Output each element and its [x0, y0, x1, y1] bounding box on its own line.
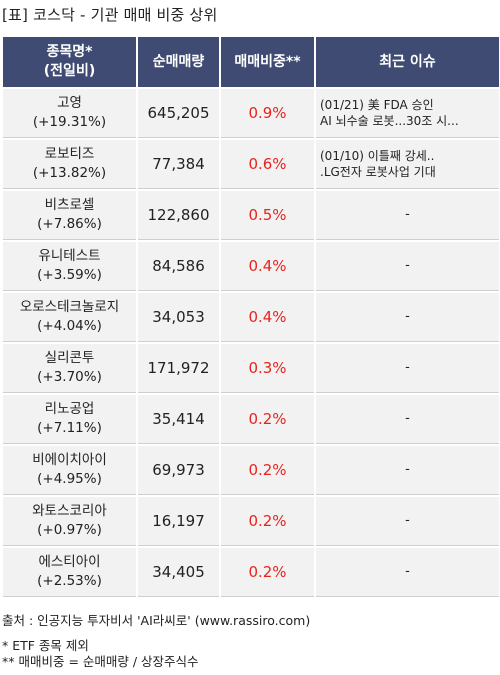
issue-placeholder: - — [405, 564, 410, 579]
stock-change: (+4.95%) — [37, 471, 102, 487]
net-volume: 35,414 — [138, 395, 219, 444]
table-row: 비에이치아이 (+4.95%) 69,973 0.2% - — [3, 446, 499, 495]
table-row: 고영 (+19.31%) 645,205 0.9% (01/21) 美 FDA 승인 A… — [3, 89, 499, 138]
header-ratio: 매매비중** — [221, 37, 314, 87]
issue-placeholder: - — [405, 309, 410, 324]
recent-issue-cell: (01/10) 이틀째 강세.. .LG전자 로봇사업 기대 — [316, 140, 499, 189]
net-volume: 69,973 — [138, 446, 219, 495]
stock-change: (+2.53%) — [37, 573, 102, 589]
recent-issue-cell: (01/21) 美 FDA 승인 AI 뇌수술 로봇...30조 시... — [316, 89, 499, 138]
stock-change: (+13.82%) — [32, 165, 107, 181]
net-volume: 77,384 — [138, 140, 219, 189]
issue-line-1: (01/10) 이틀째 강세.. — [320, 149, 435, 163]
trade-ratio: 0.2% — [221, 395, 314, 444]
trade-ratio: 0.2% — [221, 548, 314, 597]
stock-name-cell: 비츠로셀 (+7.86%) — [3, 191, 136, 240]
trade-ratio: 0.4% — [221, 293, 314, 342]
trade-ratio: 0.2% — [221, 497, 314, 546]
issue-line-1: (01/21) 美 FDA 승인 — [320, 98, 434, 112]
table-row: 오로스테크놀로지 (+4.04%) 34,053 0.4% - — [3, 293, 499, 342]
issue-placeholder: - — [405, 513, 410, 528]
stock-name: 비츠로셀 — [44, 197, 95, 213]
net-volume: 34,405 — [138, 548, 219, 597]
trade-ratio: 0.3% — [221, 344, 314, 393]
stock-name-cell: 오로스테크놀로지 (+4.04%) — [3, 293, 136, 342]
net-volume: 34,053 — [138, 293, 219, 342]
trade-ratio: 0.2% — [221, 446, 314, 495]
recent-issue-cell: - — [316, 293, 499, 342]
stock-name: 와토스코리아 — [32, 503, 107, 519]
header-issue: 최근 이슈 — [316, 37, 499, 87]
stock-change: (+19.31%) — [32, 114, 107, 130]
net-volume: 16,197 — [138, 497, 219, 546]
stock-name-cell: 실리콘투 (+3.70%) — [3, 344, 136, 393]
issue-placeholder: - — [405, 207, 410, 222]
table-row: 와토스코리아 (+0.97%) 16,197 0.2% - — [3, 497, 499, 546]
stock-change: (+7.86%) — [37, 216, 102, 232]
stock-name: 고영 — [57, 95, 82, 111]
recent-issue-cell: - — [316, 395, 499, 444]
stock-name-cell: 고영 (+19.31%) — [3, 89, 136, 138]
stock-name-cell: 리노공업 (+7.11%) — [3, 395, 136, 444]
source-note: 출처 : 인공지능 투자비서 'AI라씨로' (www.rassiro.com) — [2, 613, 311, 628]
header-name-line2: (전일비) — [43, 63, 96, 79]
stock-name-cell: 에스티아이 (+2.53%) — [3, 548, 136, 597]
trade-ratio: 0.5% — [221, 191, 314, 240]
net-volume: 122,860 — [138, 191, 219, 240]
issue-line-2: .LG전자 로봇사업 기대 — [320, 165, 436, 179]
recent-issue-cell: - — [316, 497, 499, 546]
recent-issue-cell: - — [316, 242, 499, 291]
trade-ratio: 0.6% — [221, 140, 314, 189]
stock-change: (+4.04%) — [37, 318, 102, 334]
header-name-line1: 종목명* — [46, 44, 93, 60]
table-header-row: 종목명* (전일비) 순매매량 매매비중** 최근 이슈 — [3, 37, 499, 87]
stock-name-cell: 비에이치아이 (+4.95%) — [3, 446, 136, 495]
table-row: 리노공업 (+7.11%) 35,414 0.2% - — [3, 395, 499, 444]
stock-name: 비에이치아이 — [32, 452, 107, 468]
issue-placeholder: - — [405, 360, 410, 375]
recent-issue-cell: - — [316, 191, 499, 240]
issue-placeholder: - — [405, 258, 410, 273]
net-volume: 171,972 — [138, 344, 219, 393]
stock-name: 로보티즈 — [44, 146, 95, 162]
net-volume: 84,586 — [138, 242, 219, 291]
issue-placeholder: - — [405, 411, 410, 426]
table-row: 유니테스트 (+3.59%) 84,586 0.4% - — [3, 242, 499, 291]
header-volume: 순매매량 — [138, 37, 219, 87]
stock-name: 실리콘투 — [44, 350, 95, 366]
stock-name-cell: 와토스코리아 (+0.97%) — [3, 497, 136, 546]
stock-change: (+0.97%) — [37, 522, 102, 538]
recent-issue-cell: - — [316, 446, 499, 495]
issue-placeholder: - — [405, 462, 410, 477]
stock-name: 리노공업 — [44, 401, 95, 417]
recent-issue-cell: - — [316, 344, 499, 393]
stock-name-cell: 로보티즈 (+13.82%) — [3, 140, 136, 189]
stock-name-cell: 유니테스트 (+3.59%) — [3, 242, 136, 291]
table-row: 로보티즈 (+13.82%) 77,384 0.6% (01/10) 이틀째 강세...… — [3, 140, 499, 189]
stock-name: 오로스테크놀로지 — [19, 299, 120, 315]
stock-name: 유니테스트 — [38, 248, 101, 264]
page-title: [표] 코스닥 - 기관 매매 비중 상위 — [2, 6, 218, 24]
table-row: 비츠로셀 (+7.86%) 122,860 0.5% - — [3, 191, 499, 240]
trade-ratio: 0.4% — [221, 242, 314, 291]
etf-note: * ETF 종목 제외 — [2, 638, 89, 653]
stock-name: 에스티아이 — [38, 554, 101, 570]
stock-change: (+7.11%) — [37, 420, 102, 436]
issue-line-2: AI 뇌수술 로봇...30조 시... — [320, 114, 459, 128]
table-row: 실리콘투 (+3.70%) 171,972 0.3% - — [3, 344, 499, 393]
net-volume: 645,205 — [138, 89, 219, 138]
stock-change: (+3.59%) — [37, 267, 102, 283]
institutional-trading-table: 종목명* (전일비) 순매매량 매매비중** 최근 이슈 고영 (+19.31%) 6… — [1, 35, 500, 599]
table-row: 에스티아이 (+2.53%) 34,405 0.2% - — [3, 548, 499, 597]
trade-ratio: 0.9% — [221, 89, 314, 138]
ratio-note: ** 매매비중 = 순매매량 / 상장주식수 — [2, 654, 199, 669]
stock-change: (+3.70%) — [37, 369, 102, 385]
recent-issue-cell: - — [316, 548, 499, 597]
header-name: 종목명* (전일비) — [3, 37, 136, 87]
